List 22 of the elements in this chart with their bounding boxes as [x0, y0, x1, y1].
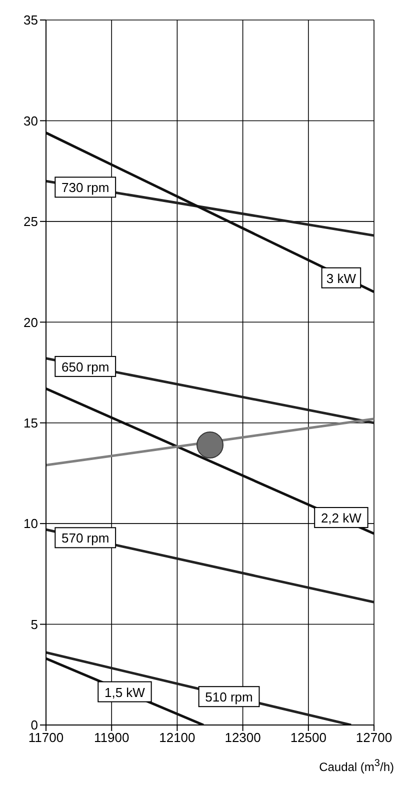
y-tick-label: 0	[30, 718, 38, 733]
x-tick-label: 11700	[28, 730, 64, 746]
annotation: 510 rpm	[205, 690, 253, 705]
x-tick-label: 12500	[290, 730, 326, 746]
annotation: 650 rpm	[62, 359, 110, 374]
x-tick-label: 12700	[356, 730, 392, 746]
x-tick-label: 11900	[94, 730, 130, 746]
y-tick-label: 10	[24, 516, 38, 532]
y-tick-label: 30	[24, 113, 38, 128]
y-tick-label: 20	[24, 314, 38, 330]
annotation: 3 kW	[326, 270, 357, 286]
y-tick-label: 35	[24, 12, 38, 28]
x-tick-label: 12100	[159, 730, 196, 746]
annotation: 2,2 kW	[320, 510, 362, 526]
x-axis-title: Caudal (m$^{3}$/h)	[318, 758, 395, 774]
y-tick-label: 25	[24, 214, 38, 230]
y-tick-label: 15	[24, 415, 38, 430]
annotation: 730 rpm	[62, 180, 110, 196]
annotation: 570 rpm	[62, 530, 110, 546]
x-tick-label: 12300	[224, 730, 261, 746]
annotation: 1,5 kW	[104, 684, 146, 700]
y-tick-label: 5	[30, 616, 38, 632]
